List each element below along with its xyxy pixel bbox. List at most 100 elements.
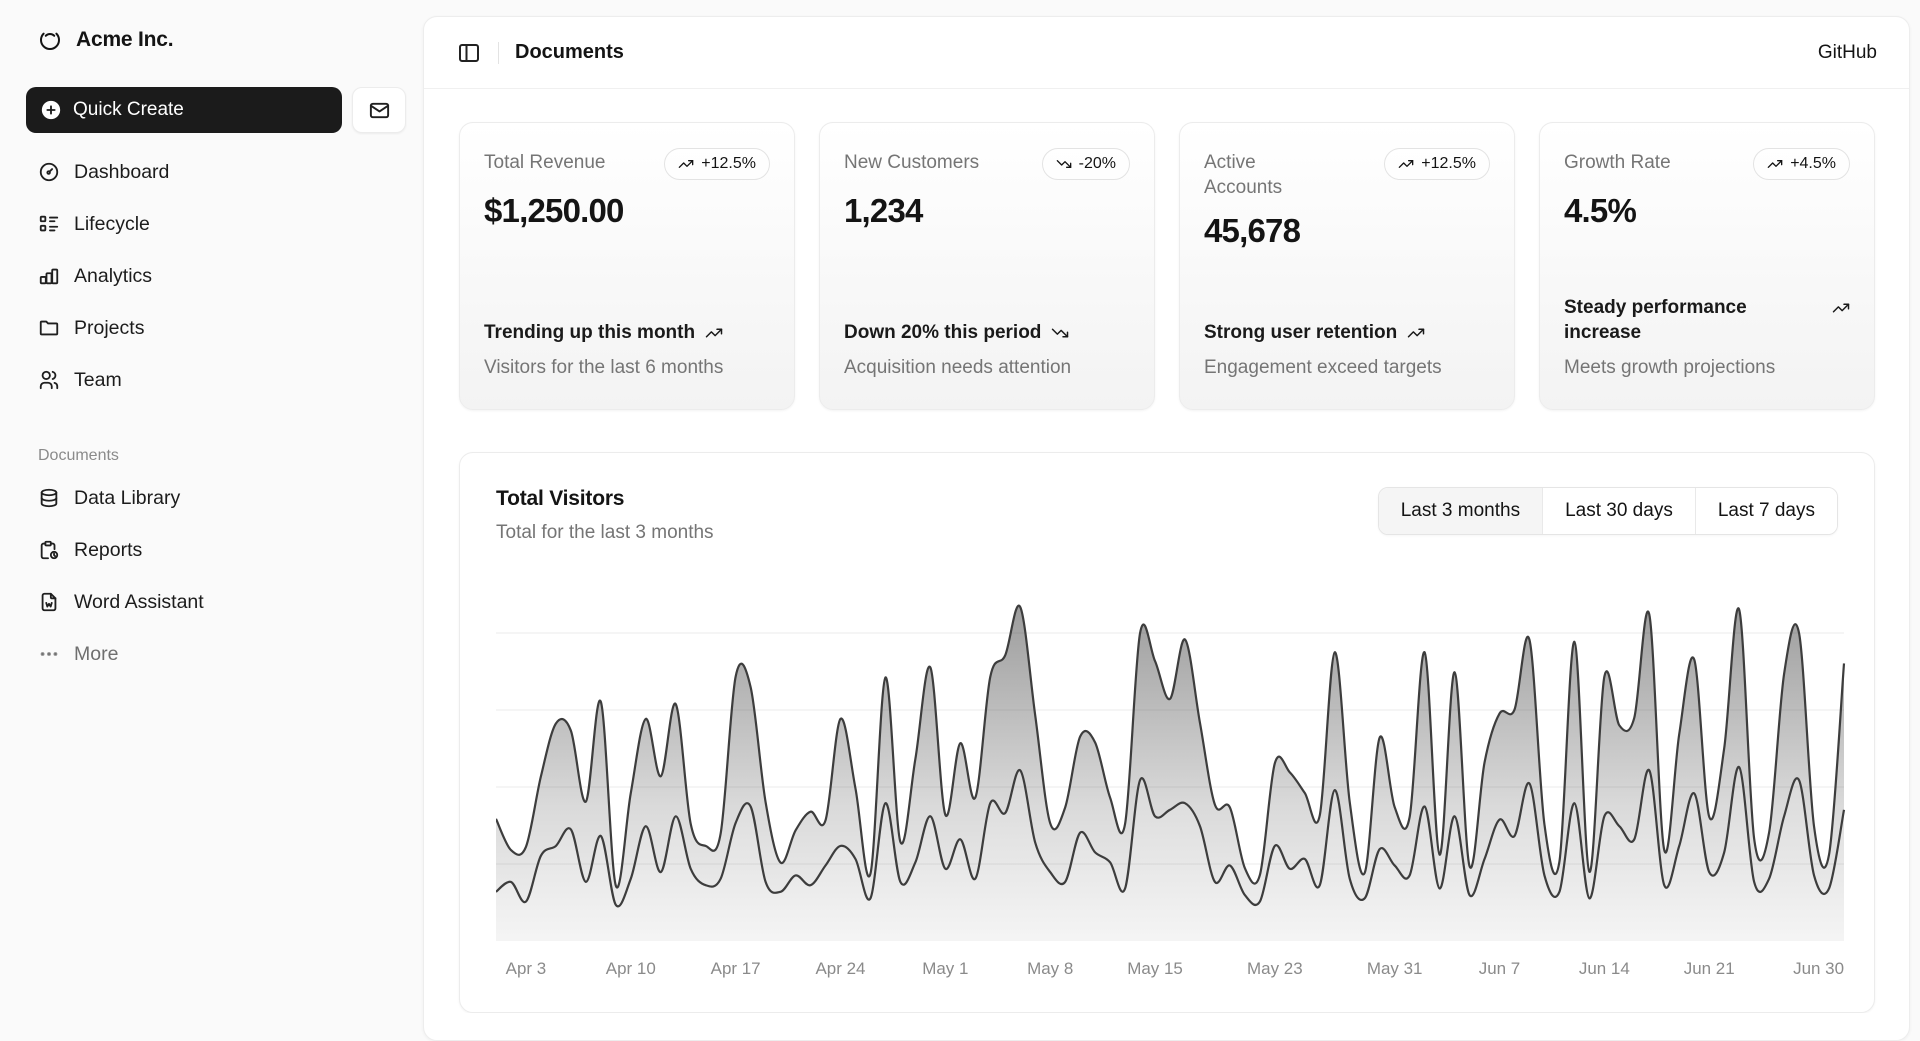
stat-card-value: 1,234 bbox=[844, 192, 923, 229]
sidebar-item-label: Lifecycle bbox=[74, 212, 150, 235]
trending-up-icon bbox=[1832, 303, 1850, 313]
panel-left-icon bbox=[459, 43, 479, 62]
stat-card-footer-desc: Visitors for the last 6 months bbox=[484, 357, 724, 379]
mail-button[interactable] bbox=[352, 87, 406, 133]
stat-card-value: 45,678 bbox=[1204, 212, 1301, 250]
sidebar-item-team[interactable]: Team bbox=[26, 360, 406, 400]
quick-create-button[interactable]: Quick Create bbox=[26, 87, 342, 133]
visitors-area-chart[interactable]: Apr 3 Apr 10 Apr 17 Apr 24 May 1 May 8 May 15 M… bbox=[496, 570, 1846, 990]
list-details-icon bbox=[39, 215, 59, 232]
badge-value: -20% bbox=[1078, 155, 1116, 172]
sidebar-item-label: Projects bbox=[74, 316, 145, 339]
trend-badge: +12.5% bbox=[1384, 148, 1490, 180]
trend-badge: +4.5% bbox=[1753, 148, 1850, 180]
trend-badge: +12.5% bbox=[664, 148, 770, 180]
stat-card-label: Growth Rate bbox=[1564, 152, 1671, 173]
database-icon bbox=[40, 488, 58, 508]
badge-value: +4.5% bbox=[1790, 155, 1836, 172]
sidebar-item-reports[interactable]: Reports bbox=[26, 530, 406, 570]
sidebar-item-analytics[interactable]: Analytics bbox=[26, 256, 406, 296]
trending-down-icon bbox=[1052, 328, 1069, 338]
x-axis-tick-label: Apr 24 bbox=[816, 959, 866, 978]
sidebar-documents-nav: Data Library Reports Word Assistant More bbox=[26, 478, 406, 674]
x-axis-tick-label: May 8 bbox=[1027, 959, 1073, 978]
x-axis-tick-label: Jun 14 bbox=[1579, 959, 1630, 978]
trending-up-icon bbox=[1407, 328, 1425, 338]
sidebar-toggle-button[interactable] bbox=[456, 40, 482, 66]
brand-menu-button[interactable]: Acme Inc. bbox=[26, 26, 406, 54]
stat-card-value: $1,250.00 bbox=[484, 192, 624, 229]
stat-card-new-customers: New Customers -20% 1,234 Down 20% this p… bbox=[819, 122, 1155, 410]
sidebar-item-label: Word Assistant bbox=[74, 590, 204, 613]
sidebar-item-label: More bbox=[74, 642, 119, 665]
x-axis-tick-label: Apr 3 bbox=[506, 959, 547, 978]
users-icon bbox=[39, 370, 59, 390]
stat-card-active-accounts: Active Accounts +12.5% 45,678 Strong use… bbox=[1179, 122, 1515, 410]
total-visitors-chart-card: Total Visitors Total for the last 3 mont… bbox=[459, 452, 1875, 1013]
x-axis-tick-label: Apr 17 bbox=[711, 959, 761, 978]
sidebar-item-label: Team bbox=[74, 368, 122, 391]
sidebar-item-label: Data Library bbox=[74, 486, 181, 509]
brand-name: Acme Inc. bbox=[76, 28, 174, 51]
x-axis-tick-label: Jun 7 bbox=[1479, 959, 1520, 978]
sidebar-item-data-library[interactable]: Data Library bbox=[26, 478, 406, 518]
quick-create-label: Quick Create bbox=[73, 99, 184, 120]
report-icon bbox=[40, 540, 59, 560]
chart-bar-icon bbox=[39, 268, 59, 285]
stat-card-label: New Customers bbox=[844, 152, 980, 173]
x-axis-tick-label: May 15 bbox=[1127, 959, 1183, 978]
sidebar-item-more[interactable]: More bbox=[26, 634, 406, 674]
main-panel: Documents GitHub Total Revenue +12.5% $1… bbox=[423, 16, 1910, 1041]
stat-card-growth-rate: Growth Rate +4.5% 4.5% Steady performanc… bbox=[1539, 122, 1875, 410]
sidebar-item-label: Reports bbox=[74, 538, 143, 561]
chart-title: Total Visitors bbox=[496, 487, 625, 510]
sidebar: Acme Inc. Quick Create Dashbo bbox=[0, 0, 423, 1041]
x-axis-tick-label: May 31 bbox=[1367, 959, 1423, 978]
stat-card-footer-title: Down 20% this period bbox=[844, 321, 1130, 346]
sidebar-section-documents: Documents bbox=[38, 447, 119, 464]
sidebar-item-projects[interactable]: Projects bbox=[26, 308, 406, 348]
stat-card-footer-title: Steady performance increase bbox=[1564, 296, 1850, 345]
chart-subtitle: Total for the last 3 months bbox=[496, 522, 714, 543]
dashboard-icon bbox=[39, 162, 59, 182]
topbar: Documents GitHub bbox=[424, 17, 1909, 89]
stat-card-total-revenue: Total Revenue +12.5% $1,250.00 Trending … bbox=[459, 122, 795, 410]
range-last-3-months-button[interactable]: Last 3 months bbox=[1378, 488, 1543, 534]
sidebar-item-lifecycle[interactable]: Lifecycle bbox=[26, 204, 406, 244]
dots-icon bbox=[40, 652, 58, 656]
stat-card-footer-desc: Meets growth projections bbox=[1564, 357, 1776, 379]
trending-up-icon bbox=[1398, 160, 1414, 168]
stat-cards-row: Total Revenue +12.5% $1,250.00 Trending … bbox=[459, 122, 1875, 410]
trending-up-icon bbox=[1767, 160, 1783, 168]
trending-up-icon bbox=[678, 160, 694, 168]
sidebar-item-label: Analytics bbox=[74, 264, 153, 287]
stat-card-footer-desc: Engagement exceed targets bbox=[1204, 357, 1442, 379]
trending-down-icon bbox=[1056, 160, 1071, 168]
sidebar-item-dashboard[interactable]: Dashboard bbox=[26, 152, 406, 192]
x-axis-tick-label: May 1 bbox=[922, 959, 968, 978]
range-last-30-days-button[interactable]: Last 30 days bbox=[1542, 488, 1695, 534]
page-title: Documents bbox=[515, 41, 624, 63]
x-axis-tick-label: May 23 bbox=[1247, 959, 1303, 978]
badge-value: +12.5% bbox=[1421, 155, 1476, 172]
trending-up-icon bbox=[705, 328, 723, 338]
x-axis-tick-label: Apr 10 bbox=[606, 959, 656, 978]
header-divider bbox=[498, 41, 499, 64]
stat-card-label: Total Revenue bbox=[484, 152, 606, 173]
x-axis-tick-label: Jun 21 bbox=[1684, 959, 1735, 978]
folder-icon bbox=[39, 320, 59, 336]
x-axis-tick-label: Jun 30 bbox=[1793, 959, 1844, 978]
quick-create-row: Quick Create bbox=[26, 87, 406, 133]
stat-card-footer-desc: Acquisition needs attention bbox=[844, 357, 1072, 379]
stat-card-label: Active Accounts bbox=[1204, 152, 1283, 198]
content-area: Total Revenue +12.5% $1,250.00 Trending … bbox=[424, 89, 1909, 1013]
range-last-7-days-button[interactable]: Last 7 days bbox=[1694, 488, 1837, 534]
badge-value: +12.5% bbox=[701, 155, 756, 172]
logo-icon bbox=[40, 32, 60, 50]
stat-card-value: 4.5% bbox=[1564, 192, 1637, 229]
sidebar-main-nav: Dashboard Lifecycle Analytics Projects bbox=[26, 152, 406, 400]
github-link[interactable]: GitHub bbox=[1817, 41, 1877, 63]
file-word-icon bbox=[41, 592, 57, 612]
sidebar-item-word-assistant[interactable]: Word Assistant bbox=[26, 582, 406, 622]
